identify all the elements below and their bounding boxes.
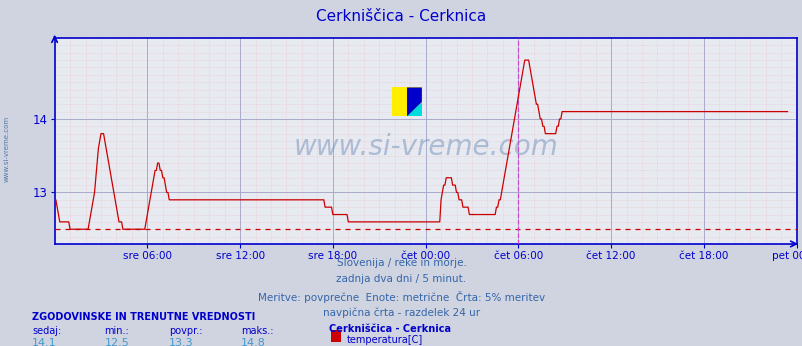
Text: 12.5: 12.5 [104, 338, 129, 346]
Text: www.si-vreme.com: www.si-vreme.com [3, 116, 10, 182]
Text: min.:: min.: [104, 326, 129, 336]
Text: maks.:: maks.: [241, 326, 273, 336]
Text: navpična črta - razdelek 24 ur: navpična črta - razdelek 24 ur [322, 308, 480, 318]
Text: ZGODOVINSKE IN TRENUTNE VREDNOSTI: ZGODOVINSKE IN TRENUTNE VREDNOSTI [32, 312, 255, 322]
Text: 13.3: 13.3 [168, 338, 193, 346]
Text: sedaj:: sedaj: [32, 326, 61, 336]
Text: 14.1: 14.1 [32, 338, 57, 346]
Text: www.si-vreme.com: www.si-vreme.com [293, 133, 557, 161]
Text: Cerkniščica - Cerknica: Cerkniščica - Cerknica [316, 9, 486, 24]
Text: Cerkniščica - Cerknica: Cerkniščica - Cerknica [329, 324, 451, 334]
Text: temperatura[C]: temperatura[C] [346, 335, 423, 345]
Text: Slovenija / reke in morje.: Slovenija / reke in morje. [336, 258, 466, 268]
Text: Meritve: povprečne  Enote: metrične  Črta: 5% meritev: Meritve: povprečne Enote: metrične Črta:… [257, 291, 545, 303]
Text: povpr.:: povpr.: [168, 326, 202, 336]
Text: 14.8: 14.8 [241, 338, 265, 346]
Polygon shape [407, 102, 421, 116]
Text: zadnja dva dni / 5 minut.: zadnja dva dni / 5 minut. [336, 274, 466, 284]
Polygon shape [407, 88, 421, 116]
